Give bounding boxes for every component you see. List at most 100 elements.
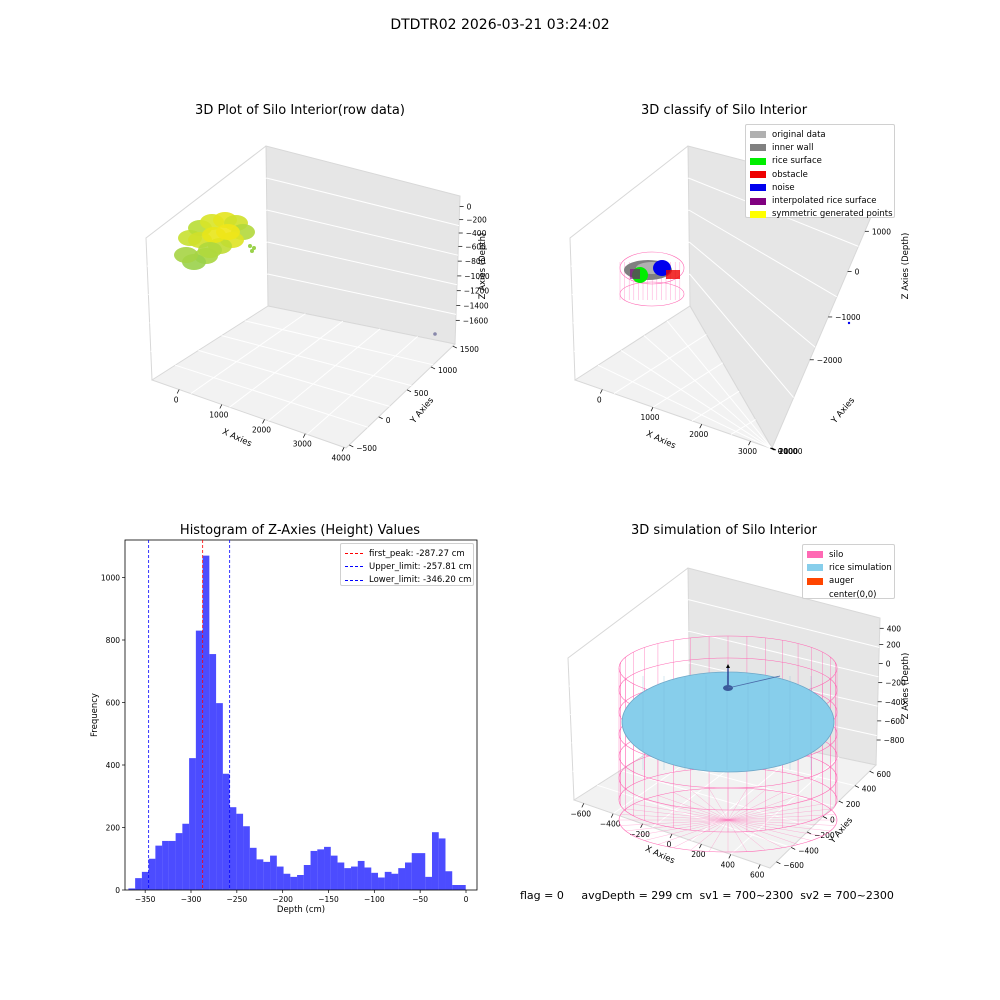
plot2-grid-line — [688, 241, 816, 348]
silo-floor-wire — [727, 819, 748, 852]
legend-label: rice surface — [772, 156, 822, 167]
silo-floor-wire — [673, 792, 729, 821]
histogram-x-tick-label: −200 — [272, 895, 293, 904]
histogram-bar — [168, 840, 176, 890]
histogram-bar — [216, 703, 223, 890]
plot2-grid-line — [652, 362, 724, 408]
plot1-grid-line — [266, 177, 460, 227]
plot1-z-tick-label: −800 — [465, 257, 486, 266]
legend-swatch — [807, 551, 823, 559]
plot4-z-tick-label: 0 — [886, 660, 891, 669]
plot4-pane-left — [567, 567, 689, 801]
histogram-bar — [317, 849, 325, 890]
plot4-title: 3D simulation of Silo Interior — [631, 523, 817, 538]
histogram-bar — [411, 853, 419, 890]
histogram-bar — [330, 855, 338, 890]
legend-entry: inner wall — [750, 141, 890, 154]
plot1-y-tick — [349, 444, 354, 448]
legend-entry: rice surface — [750, 155, 890, 168]
legend-entry: Lower_limit: -346.20 cm — [345, 574, 471, 587]
plot2-x-tick — [599, 389, 603, 394]
histogram-bar — [175, 833, 183, 890]
histogram-bar — [135, 878, 142, 890]
plot1-x-tick — [302, 433, 306, 438]
plot4-grid-line — [688, 599, 880, 648]
histogram-x-tick-label: −50 — [412, 895, 428, 904]
plot1-y-tick — [406, 389, 412, 393]
plot4-x-tick — [728, 854, 732, 859]
plot2-z-tick-label: −2000 — [817, 356, 843, 365]
histogram-x-tick-label: −350 — [135, 895, 156, 904]
plot2-grid-line — [572, 241, 690, 324]
plot4-legend: silo rice simulation auger center(0,0) — [802, 544, 895, 600]
plot4-y-tick-label: −600 — [783, 861, 804, 870]
histogram-bar — [209, 654, 217, 890]
plot1-x-label: X Axies — [221, 427, 254, 450]
plot2-z-tick-label: −1000 — [835, 313, 861, 322]
histogram-bar — [445, 871, 453, 890]
plot4-y-tick — [776, 861, 781, 865]
plot4-y-tick-label: 400 — [862, 785, 877, 794]
plot2-pane-left — [569, 145, 689, 381]
histogram-legend: first_peak: -287.27 cm Upper_limit: -257.… — [340, 543, 474, 586]
plot1-grid-line — [306, 336, 418, 435]
plot4-z-tick-label: −600 — [884, 717, 905, 726]
silo-floor-wire — [633, 803, 729, 821]
plot4-y-tick-label: 600 — [877, 770, 892, 779]
histogram-bar — [418, 853, 426, 890]
silo-floor-wire — [727, 819, 831, 832]
plot1-x-tick — [219, 404, 223, 409]
histogram-bar — [243, 826, 250, 890]
plot2-y-tick — [771, 447, 777, 451]
rice-point-cluster — [198, 242, 222, 258]
plot4-x-tick-label: −400 — [600, 820, 621, 829]
histogram-bar — [290, 876, 298, 890]
plot1-z-tick-label: −1200 — [464, 287, 490, 296]
legend-swatch — [750, 157, 766, 165]
plot2-y-tick-label: 0 — [778, 447, 783, 456]
plot4-x-tick-label: 200 — [691, 850, 706, 859]
histogram-y-tick-label: 800 — [106, 636, 121, 645]
histogram-x-tick-label: −250 — [227, 895, 248, 904]
plot4-z-label: Z Axies (Depth) — [901, 653, 911, 720]
histogram-bar — [357, 860, 365, 890]
plot4-grid-line — [730, 756, 840, 855]
plot1-grid-line — [190, 313, 306, 395]
legend-swatch — [345, 553, 363, 555]
plot4-y-tick — [791, 847, 796, 850]
plot2-y-tick-label: 2000 — [779, 447, 798, 456]
plot1-x-tick-label: 2000 — [252, 425, 271, 434]
legend-swatch — [750, 184, 766, 192]
histogram-bar — [236, 813, 244, 890]
rice-point — [250, 249, 254, 253]
plot4-z-tick-label: −200 — [885, 679, 906, 688]
plot4-x-tick-label: 400 — [721, 860, 736, 869]
histogram-y-tick-label: 200 — [106, 824, 121, 833]
histogram-bar — [310, 850, 318, 890]
plot1-y-tick-label: −500 — [356, 444, 377, 453]
plot1-z-tick-label: −1000 — [464, 272, 490, 281]
legend-swatch — [807, 564, 823, 572]
plot4-y-tick — [854, 785, 859, 788]
legend-swatch — [750, 210, 766, 218]
legend-label: auger — [829, 576, 854, 587]
histogram-bar — [303, 865, 311, 890]
histogram-bar — [202, 555, 210, 890]
legend-entry: interpolated rice surface — [750, 194, 890, 207]
plot1-grid-line — [268, 328, 381, 422]
plot1-z-tick-label: −400 — [466, 229, 487, 238]
histogram-y-tick-label: 0 — [115, 886, 120, 895]
plot4-y-tick — [869, 770, 874, 774]
plot1-x-tick — [262, 419, 265, 424]
silo-floor-wire — [727, 803, 823, 821]
silo-floor-wire — [727, 819, 799, 845]
silo-floor-wire — [673, 819, 729, 848]
plot1-grid-line — [150, 273, 268, 353]
plot4-y-tick-label: −200 — [814, 831, 835, 840]
histogram-bar — [222, 773, 230, 890]
silo-floor-wire — [727, 819, 766, 851]
histogram-x-tick-label: −150 — [318, 895, 339, 904]
legend-swatch — [750, 131, 766, 139]
histogram-bar — [195, 630, 203, 890]
plot1-x-tick — [341, 447, 345, 452]
